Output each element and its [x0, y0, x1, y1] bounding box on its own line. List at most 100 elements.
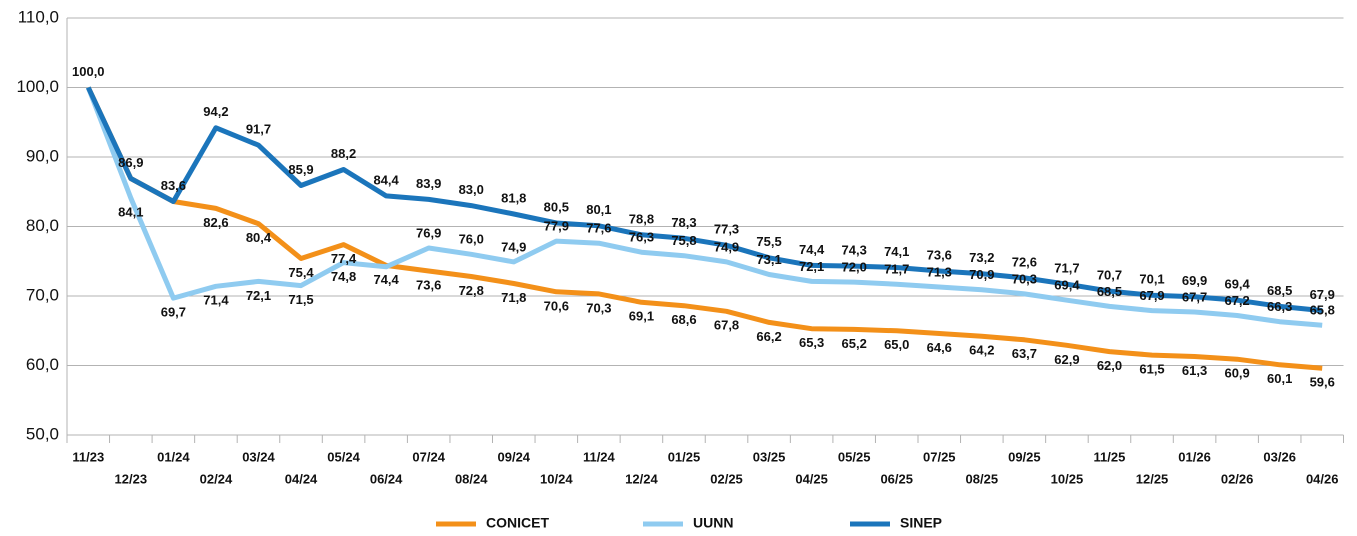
x-tick-label: 05/25 [838, 449, 871, 464]
data-label: 69,4 [1054, 278, 1080, 293]
series-line [86, 86, 1323, 314]
data-label: 63,7 [1012, 346, 1037, 361]
data-label: 72,1 [799, 259, 824, 274]
legend-label: SINEP [900, 515, 942, 531]
x-tick-label: 11/25 [1094, 449, 1126, 464]
data-label: 75,8 [671, 233, 696, 248]
data-label: 65,0 [884, 337, 909, 352]
data-label: 71,7 [1054, 261, 1079, 276]
x-tick-label: 03/26 [1263, 449, 1296, 464]
data-label: 59,6 [1310, 375, 1335, 390]
data-label: 76,9 [416, 225, 441, 240]
x-tick-label: 03/25 [753, 449, 786, 464]
x-tick-label: 10/24 [540, 471, 573, 486]
x-tick-label: 06/24 [370, 471, 403, 486]
data-label: 84,4 [373, 172, 399, 187]
data-label: 73,2 [969, 250, 994, 265]
data-label: 64,6 [927, 340, 952, 355]
data-label: 67,7 [1182, 289, 1207, 304]
x-tick-label: 11/24 [583, 449, 616, 464]
data-label: 67,9 [1310, 287, 1335, 302]
data-label: 82,6 [203, 215, 228, 230]
data-label: 67,8 [714, 318, 739, 333]
data-label: 81,8 [501, 190, 526, 205]
data-label: 72,1 [246, 288, 271, 303]
data-label: 68,6 [671, 312, 696, 327]
data-label: 70,3 [586, 300, 611, 315]
data-label: 74,8 [331, 269, 356, 284]
data-label: 77,6 [586, 221, 611, 236]
data-label: 77,9 [544, 219, 569, 234]
data-label: 80,5 [544, 199, 569, 214]
data-label: 62,9 [1054, 352, 1079, 367]
data-label: 65,3 [799, 335, 824, 350]
x-tick-label: 05/24 [327, 449, 360, 464]
data-label: 76,0 [459, 232, 484, 247]
data-label: 100,0 [72, 64, 105, 79]
y-tick-label: 50,0 [26, 424, 59, 443]
x-tick-label: 04/26 [1306, 471, 1339, 486]
data-label: 77,4 [331, 251, 357, 266]
data-label: 94,2 [203, 104, 228, 119]
data-label: 72,6 [1012, 254, 1037, 269]
data-label: 84,1 [118, 204, 143, 219]
x-tick-label: 02/24 [200, 471, 233, 486]
data-label: 73,6 [416, 277, 441, 292]
x-tick-label: 12/23 [115, 471, 148, 486]
y-tick-label: 90,0 [26, 146, 59, 165]
data-label: 80,4 [246, 230, 272, 245]
data-label: 74,4 [373, 272, 399, 287]
data-label: 60,1 [1267, 371, 1292, 386]
data-label: 83,6 [161, 178, 186, 193]
data-label: 72,8 [459, 283, 484, 298]
data-label: 83,9 [416, 176, 441, 191]
x-tick-label: 09/25 [1008, 449, 1041, 464]
data-label: 70,9 [969, 267, 994, 282]
x-tick-label: 01/24 [157, 449, 190, 464]
data-label: 74,9 [501, 239, 526, 254]
data-label: 74,9 [714, 239, 739, 254]
y-tick-label: 70,0 [26, 285, 59, 304]
data-label: 73,1 [756, 252, 781, 267]
data-label: 74,4 [799, 242, 825, 257]
x-tick-label: 08/24 [455, 471, 488, 486]
x-tick-label: 08/25 [966, 471, 999, 486]
data-label: 88,2 [331, 146, 356, 161]
data-label: 61,5 [1139, 362, 1164, 377]
data-label: 67,2 [1224, 293, 1249, 308]
x-tick-label: 04/25 [795, 471, 828, 486]
y-tick-label: 80,0 [26, 216, 59, 235]
data-label: 62,0 [1097, 358, 1122, 373]
data-label: 71,3 [927, 264, 952, 279]
data-label: 71,7 [884, 262, 909, 277]
data-label: 69,4 [1224, 277, 1250, 292]
data-label: 91,7 [246, 122, 271, 137]
data-label: 69,1 [629, 309, 654, 324]
x-tick-label: 01/25 [668, 449, 701, 464]
data-label: 65,8 [1310, 303, 1335, 318]
data-label: 65,2 [842, 336, 867, 351]
data-label: 73,6 [927, 247, 952, 262]
x-tick-label: 12/25 [1136, 471, 1169, 486]
data-label: 68,5 [1267, 283, 1292, 298]
data-label: 70,3 [1012, 271, 1037, 286]
data-label: 74,3 [842, 243, 867, 258]
x-tick-label: 03/24 [242, 449, 275, 464]
data-label: 70,6 [544, 298, 569, 313]
y-tick-label: 60,0 [26, 355, 59, 374]
data-label: 68,5 [1097, 284, 1122, 299]
data-label: 70,7 [1097, 268, 1122, 283]
data-label: 71,8 [501, 290, 526, 305]
data-label: 78,8 [629, 211, 654, 226]
data-label: 83,0 [459, 182, 484, 197]
data-label: 85,9 [288, 162, 313, 177]
data-label: 69,9 [1182, 273, 1207, 288]
x-tick-label: 07/24 [412, 449, 445, 464]
legend-label: UUNN [693, 515, 733, 531]
data-label: 72,0 [842, 260, 867, 275]
data-label: 76,3 [629, 230, 654, 245]
data-label: 80,1 [586, 202, 611, 217]
x-tick-label: 02/25 [710, 471, 743, 486]
data-label: 66,2 [756, 329, 781, 344]
data-label: 64,2 [969, 343, 994, 358]
